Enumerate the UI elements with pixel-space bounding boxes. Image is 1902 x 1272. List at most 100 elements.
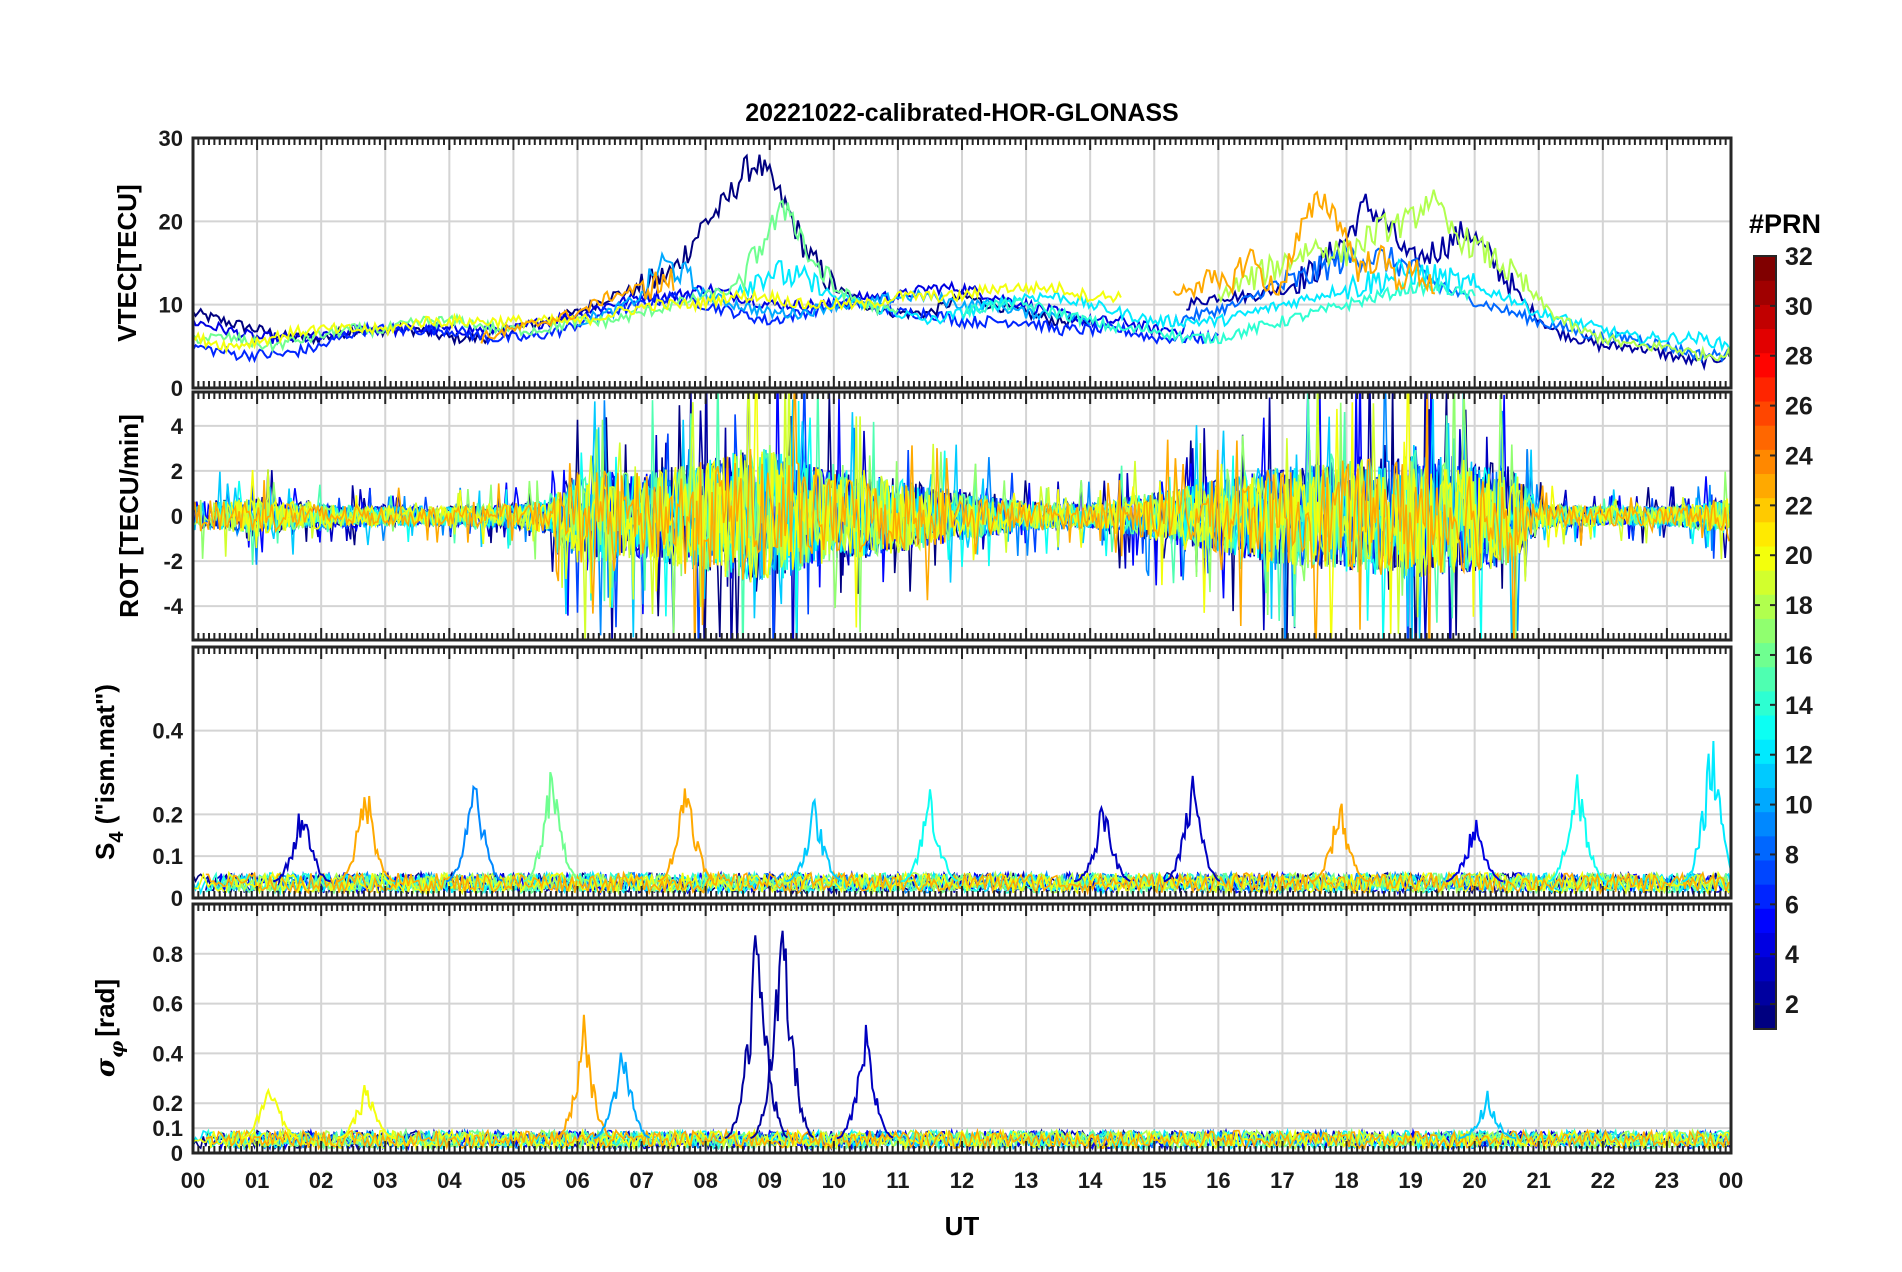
colorbar-segment (1754, 449, 1776, 475)
y-tick-label: 0 (171, 376, 183, 401)
colorbar-segment (1754, 400, 1776, 426)
y-tick-label: 0.2 (152, 1091, 183, 1116)
colorbar-segment (1754, 763, 1776, 789)
sigma_phi-peak-prn-20 (337, 1085, 396, 1140)
vtec-series-line-prn-20 (193, 279, 1122, 355)
x-tick-label: 23 (1655, 1168, 1679, 1193)
x-tick-label: 15 (1142, 1168, 1166, 1193)
colorbar-segment (1754, 666, 1776, 692)
rot-series-line-prn-23 (193, 392, 1730, 640)
colorbar-segment (1754, 884, 1776, 909)
sigma_phi-peak-prn-20 (240, 1087, 299, 1140)
sigma_phi-peak-prn-11 (1458, 1090, 1517, 1140)
colorbar-segment (1754, 352, 1776, 378)
colorbar-tick-label: 30 (1785, 293, 1813, 321)
vtec-grid (193, 138, 1731, 388)
rot-y-axis-label: ROT [TECU/min] (114, 414, 144, 618)
s4-peak-prn-13 (900, 789, 958, 883)
colorbar-segment (1754, 473, 1776, 499)
sigma-phi-y-axis-label: σφ [rad] (90, 979, 128, 1077)
colorbar-segment (1754, 328, 1776, 354)
vtec-series-line-prn-14 (961, 279, 1476, 345)
colorbar-segment (1754, 859, 1776, 885)
sigma-label-rest: [rad] (90, 979, 120, 1037)
vtec-series-line-prn-12 (736, 258, 1731, 353)
x-tick-label: 03 (373, 1168, 397, 1193)
colorbar-segment (1754, 1004, 1776, 1030)
sigma-phi-panel: 00.10.2 0.4 0.6 0.8 σφ [rad] (90, 902, 1733, 1166)
colorbar-segment (1754, 545, 1776, 571)
colorbar-tick-label: 2 (1785, 991, 1799, 1019)
y-tick-label: 0 (171, 1141, 183, 1166)
sigma_phi-peak-prn-23 (554, 1014, 612, 1140)
sigma-label-main: σ (91, 1057, 121, 1077)
sigma-phi-axes-box (191, 902, 1733, 1155)
vtec-series-line-prn-10 (576, 250, 1091, 328)
vtec-series-line-prn-16 (193, 198, 899, 354)
y-tick-label: 0.1 (152, 844, 183, 869)
y-tick-label: 10 (159, 293, 183, 318)
colorbar-tick-label: 26 (1785, 393, 1813, 421)
y-tick-label: 30 (159, 126, 183, 151)
colorbar-segment (1754, 835, 1776, 861)
colorbar-tick-label: 16 (1785, 642, 1813, 670)
s4-peak-prn-13 (1548, 774, 1607, 883)
sigma-phi-ticks: 00.10.2 0.4 0.6 0.8 (152, 904, 1732, 1166)
colorbar-segment (1754, 376, 1776, 402)
s4-label-main: S (90, 843, 120, 860)
x-tick-label: 21 (1527, 1168, 1551, 1193)
s4-ticks: 0 0.1 0.2 0.4 (152, 647, 1732, 911)
colorbar-segment (1754, 570, 1776, 595)
x-tick-label: 01 (245, 1168, 269, 1193)
sigma_phi-peak-prn-2 (750, 930, 814, 1140)
colorbar-segment (1754, 956, 1776, 982)
x-tick-labels: 00 01 02 03 04 05 06 07 08 09 10 11 12 13 14 15 16 17 18 19… (181, 1168, 1743, 1193)
x-tick-label: 18 (1334, 1168, 1358, 1193)
chart-title: 20221022-calibrated-HOR-GLONASS (745, 99, 1178, 127)
y-tick-label: 4 (171, 414, 184, 439)
x-tick-label: 05 (501, 1168, 525, 1193)
vtec-panel: 0 10 20 30 VTEC[TECU] (112, 126, 1733, 401)
colorbar-tick-label: 32 (1785, 243, 1813, 271)
x-tick-label: 02 (309, 1168, 333, 1193)
colorbar-tick-label: 14 (1785, 692, 1813, 720)
y-tick-label: 0.8 (152, 942, 183, 967)
colorbar-segment (1754, 787, 1776, 813)
colorbar-segments (1754, 256, 1776, 1030)
s4-peak-prn-3 (272, 813, 331, 883)
s4-series (193, 740, 1731, 897)
vtec-series-line-prn-23 (480, 268, 675, 344)
s4-peak-prn-9 (445, 784, 503, 883)
vtec-series-line-prn-8 (1172, 243, 1731, 364)
colorbar-segment (1754, 980, 1776, 1006)
x-tick-label: 19 (1398, 1168, 1422, 1193)
x-tick-label: 07 (629, 1168, 653, 1193)
rot-panel: -4 -2 0 2 4 ROT [TECU/min] (114, 390, 1733, 642)
sigma_phi-peak-prn-3 (836, 1024, 894, 1140)
colorbar-box (1753, 255, 1777, 1030)
colorbar-segment (1754, 521, 1776, 547)
colorbar-segment (1754, 714, 1776, 740)
colorbar-tick-label: 10 (1785, 792, 1813, 820)
colorbar-tick-label: 6 (1785, 891, 1799, 919)
colorbar-segment (1754, 280, 1776, 305)
colorbar-tick-label: 20 (1785, 542, 1813, 570)
x-tick-label: 17 (1270, 1168, 1294, 1193)
y-tick-label: 0.4 (152, 719, 183, 744)
s4-grid (193, 647, 1731, 898)
y-tick-label: 0 (171, 504, 183, 529)
y-tick-label: 0.1 (152, 1116, 183, 1141)
s4-y-axis-label: S4 ("ism.mat") (90, 684, 128, 860)
x-tick-label: 22 (1591, 1168, 1615, 1193)
x-tick-label: 10 (822, 1168, 846, 1193)
x-tick-label: 00 (181, 1168, 205, 1193)
x-tick-label: 11 (886, 1168, 909, 1193)
x-axis-label: UT (945, 1211, 980, 1241)
rot-axes-box (191, 390, 1733, 642)
x-tick-label: 14 (1078, 1168, 1103, 1193)
vtec-series-line-prn-23 (1172, 190, 1436, 300)
x-tick-label: 13 (1014, 1168, 1038, 1193)
